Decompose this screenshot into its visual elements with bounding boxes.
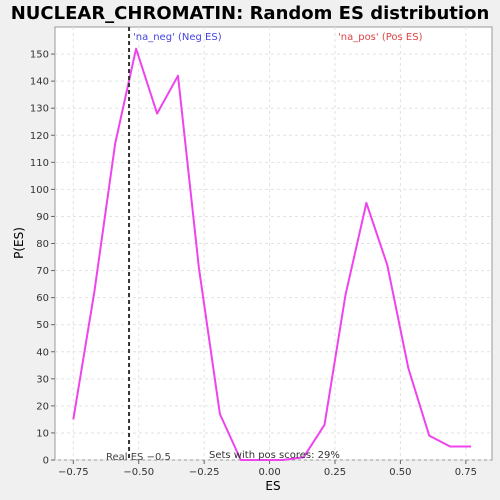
x-axis-label: ES — [265, 479, 280, 493]
neg-es-label: 'na_neg' (Neg ES) — [133, 32, 222, 43]
y-axis-label: P(ES) — [12, 227, 26, 259]
y-tick-label: 140 — [30, 77, 49, 88]
y-tick-label: 10 — [36, 428, 49, 439]
real-es-label: Real ES −0.5 — [106, 452, 171, 463]
y-tick-label: 150 — [30, 50, 49, 61]
y-tick-label: 130 — [30, 104, 49, 115]
x-tick-label: 0.75 — [455, 467, 477, 478]
y-tick-label: 110 — [30, 158, 49, 169]
y-tick-label: 30 — [36, 374, 49, 385]
y-tick-label: 100 — [30, 185, 49, 196]
pos-scores-label: Sets with pos scores: 29% — [209, 450, 340, 461]
x-tick-label: 0.25 — [324, 467, 346, 478]
x-tick-label: −0.25 — [189, 467, 220, 478]
y-tick-label: 60 — [36, 293, 49, 304]
y-tick-label: 50 — [36, 320, 49, 331]
y-tick-label: 70 — [36, 266, 49, 277]
y-tick-label: 80 — [36, 239, 49, 250]
y-tick-label: 0 — [43, 456, 49, 467]
x-tick-label: 0.00 — [258, 467, 280, 478]
es-distribution-line — [72, 47, 472, 461]
axis-ticks: 0 10 20 30 40 50 60 70 80 90 100 110 120 130 140 150 −0.… — [30, 50, 477, 478]
y-tick-label: 40 — [36, 347, 49, 358]
x-tick-label: −0.50 — [123, 467, 154, 478]
pos-es-label: 'na_pos' (Pos ES) — [338, 32, 423, 43]
y-tick-label: 90 — [36, 212, 49, 223]
x-tick-label: −0.75 — [58, 467, 89, 478]
grid-lines — [55, 27, 492, 461]
series-layer — [72, 47, 472, 461]
y-tick-label: 120 — [30, 131, 49, 142]
y-tick-label: 20 — [36, 401, 49, 412]
x-tick-label: 0.50 — [389, 467, 411, 478]
chart-title: NUCLEAR_CHROMATIN: Random ES distributio… — [11, 3, 490, 24]
